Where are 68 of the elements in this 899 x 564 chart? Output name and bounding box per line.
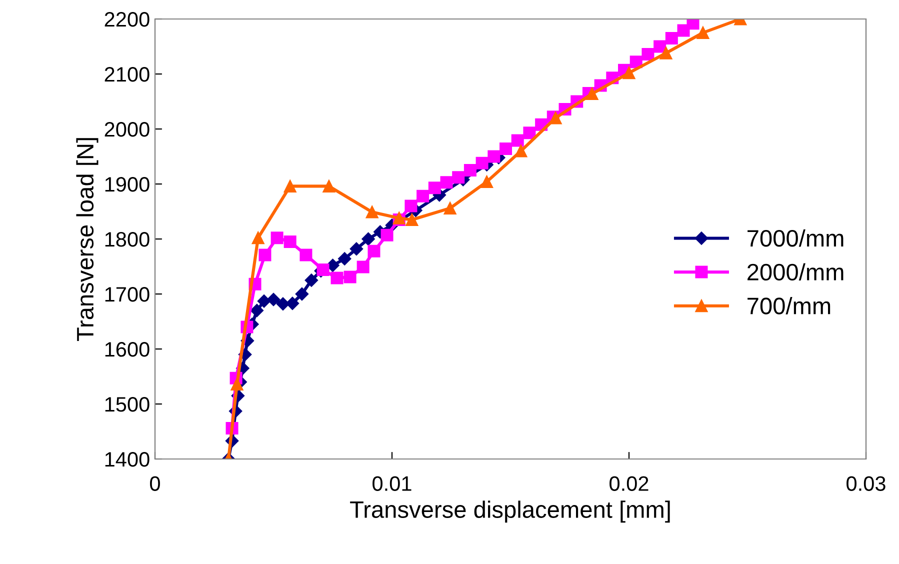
point [257, 294, 271, 308]
point [258, 248, 272, 262]
y-tick-label: 2100 [104, 67, 150, 82]
point [452, 171, 465, 184]
y-tick-label: 2200 [104, 12, 150, 27]
point [511, 134, 524, 147]
point [368, 244, 380, 258]
point [404, 200, 418, 212]
point [428, 182, 441, 194]
point [406, 214, 418, 226]
point [488, 150, 500, 163]
point [230, 378, 244, 390]
point [464, 164, 476, 176]
x-tick-label: 0.03 [846, 476, 886, 491]
point [622, 66, 636, 80]
y-axis-title: Transverse load [N] [76, 138, 98, 342]
point [362, 232, 375, 246]
point [642, 48, 654, 60]
x-tick-label: 0.02 [610, 476, 648, 491]
point [316, 264, 330, 276]
point [500, 142, 512, 156]
y-tick-label: 1900 [105, 177, 150, 192]
point [338, 252, 352, 266]
point [295, 287, 309, 301]
legend-label: 2000/mm [748, 263, 844, 281]
point [284, 180, 296, 192]
point [322, 180, 336, 192]
y-tick-label: 1600 [105, 342, 150, 357]
point [350, 242, 364, 256]
point [284, 236, 296, 248]
point [654, 40, 666, 53]
point [250, 304, 264, 318]
point [270, 232, 284, 244]
point [416, 190, 430, 202]
point [330, 272, 344, 284]
x-tick-label: 0 [150, 476, 160, 491]
point [344, 270, 356, 284]
point [326, 258, 340, 272]
point [660, 46, 672, 60]
point [476, 156, 488, 170]
point [514, 144, 528, 158]
point [366, 206, 378, 218]
point [286, 296, 300, 310]
point [304, 274, 318, 287]
legend-label: 7000/mm [748, 229, 844, 247]
x-axis-title: Transverse displacement [mm] [350, 500, 670, 523]
point [300, 248, 312, 262]
point [440, 176, 453, 189]
point [266, 292, 280, 306]
point [686, 19, 700, 30]
y-tick-label: 1500 [105, 397, 150, 412]
y-tick-label: 2000 [104, 122, 150, 137]
point [523, 126, 536, 140]
point [356, 260, 370, 274]
point [696, 26, 710, 39]
point [665, 32, 678, 44]
legend-label: 700/mm [748, 297, 830, 314]
point [586, 88, 598, 100]
point [444, 202, 456, 214]
point [549, 112, 562, 124]
point [677, 24, 690, 37]
point [252, 232, 264, 244]
y-tick-label: 1400 [105, 452, 150, 467]
x-tick-label: 0.01 [372, 476, 412, 491]
point [480, 176, 494, 188]
y-tick-label: 1700 [105, 287, 150, 302]
y-tick-label: 1800 [105, 232, 150, 247]
point [380, 228, 394, 242]
